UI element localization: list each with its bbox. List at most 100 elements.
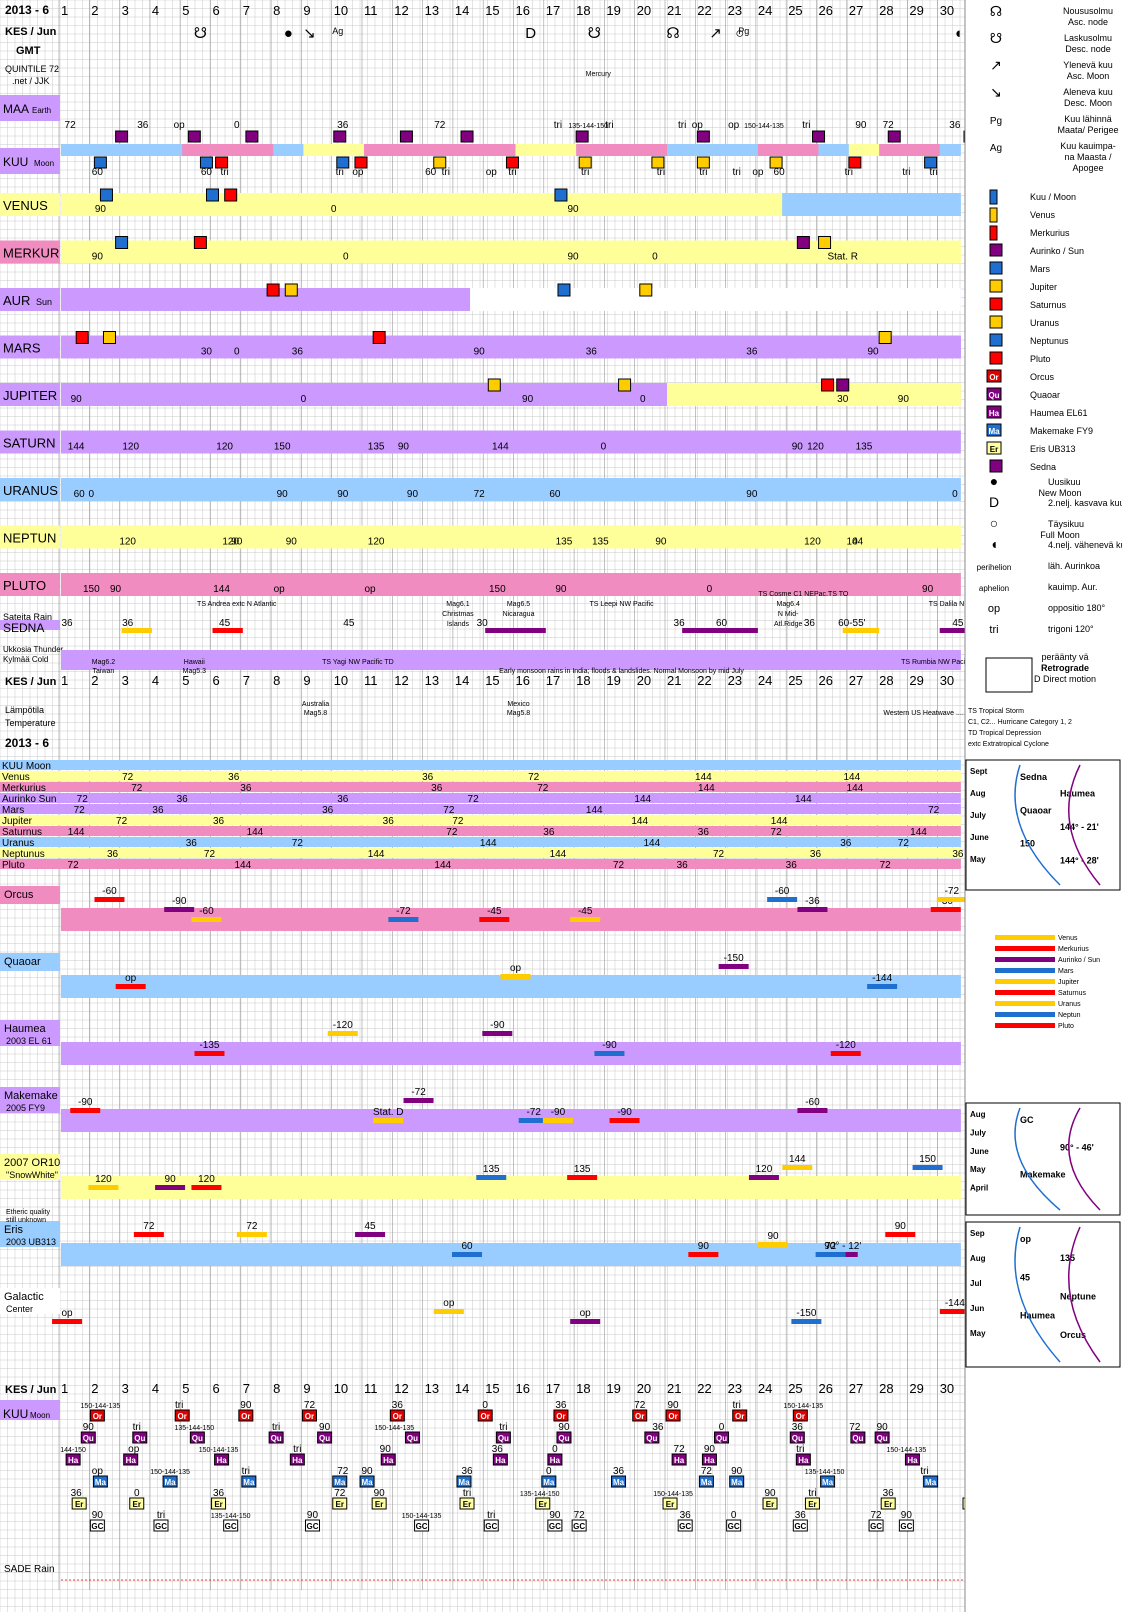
inset-sedna bbox=[965, 759, 1121, 891]
planet-aspect-label: 0 bbox=[89, 489, 95, 500]
kuu-aspect-square bbox=[848, 156, 862, 169]
planet-aspect-label: 0 bbox=[952, 489, 958, 500]
bottom-aspect: 0 bbox=[546, 1466, 552, 1477]
legend-symbol: Ag bbox=[990, 143, 1002, 154]
tno-bar bbox=[476, 1175, 507, 1180]
planet-aspect-label: 120 bbox=[368, 537, 385, 548]
planet-aspect-label: 150 bbox=[274, 442, 291, 453]
legend-text: Aleneva kuu bbox=[1063, 87, 1113, 97]
legend-badge bbox=[986, 405, 1002, 419]
legend-swatch bbox=[989, 279, 1003, 293]
tno-bar bbox=[718, 964, 749, 969]
bottom-aspect: op bbox=[92, 1466, 104, 1477]
planet-aspect-label: 144 bbox=[492, 442, 509, 453]
day-number-27: 27 bbox=[849, 3, 863, 18]
tno-bar bbox=[797, 1108, 828, 1113]
badge-text-ma: Ma bbox=[334, 1478, 346, 1487]
third-header-day-12: 12 bbox=[394, 1381, 408, 1396]
badge-text-qu: Qu bbox=[192, 1434, 203, 1443]
badge-text-ha: Ha bbox=[704, 1456, 715, 1465]
tno-bar bbox=[912, 1165, 943, 1170]
tno-aspect: 60 bbox=[461, 1241, 473, 1252]
lower-row-label: Aurinko Sun bbox=[2, 794, 56, 805]
lower-aspect: 36 bbox=[107, 849, 119, 860]
sedna-aspect: 36 bbox=[122, 618, 134, 629]
storm-legend: TD Tropical Depression bbox=[968, 730, 1041, 737]
badge-text-er: Er bbox=[766, 1500, 774, 1509]
weather-note: TS Cosme C1 NEPac.TS TO bbox=[758, 591, 849, 598]
second-header-day-2: 2 bbox=[91, 673, 98, 688]
lower-aspect: 72 bbox=[898, 838, 910, 849]
kuu-aspect-square bbox=[505, 156, 519, 169]
legend-text-2: Desc. Moon bbox=[1064, 98, 1112, 108]
bottom-aspect: tri bbox=[796, 1444, 804, 1455]
lower-aspect: 36 bbox=[422, 772, 434, 783]
kuu-band-yellow bbox=[515, 144, 577, 156]
day-number-11: 11 bbox=[364, 3, 378, 18]
sedna-aspect: 36 bbox=[804, 618, 816, 629]
day-number-22: 22 bbox=[697, 3, 711, 18]
day-number-21: 21 bbox=[667, 3, 681, 18]
planet-aspect-label: 120 bbox=[122, 442, 139, 453]
weather-note: Mag6.4 bbox=[777, 601, 800, 608]
badge-text-ma: Ma bbox=[701, 1478, 713, 1487]
bottom-aspect: 135-144-150 bbox=[805, 1469, 845, 1476]
kuu-aspect-bottom: op bbox=[752, 167, 764, 178]
weather-note: Islands bbox=[447, 621, 470, 628]
lower-aspect: 36 bbox=[952, 849, 964, 860]
legend-planet: Neptunus bbox=[1030, 336, 1069, 346]
badge-qu bbox=[556, 1431, 572, 1444]
badge-text-qu: Qu bbox=[271, 1434, 282, 1443]
badge-text-or: Or bbox=[393, 1412, 402, 1421]
badge-ma bbox=[611, 1475, 627, 1488]
legend-text: Kuu lähinnä bbox=[1064, 114, 1112, 124]
badge-ma bbox=[698, 1475, 714, 1488]
day-number-8: 8 bbox=[273, 3, 280, 18]
badge-gc bbox=[414, 1519, 430, 1532]
lower-row-label: Mars bbox=[2, 805, 24, 816]
kuu-aspect-bottom: op bbox=[352, 167, 364, 178]
bottom-aspect: 90 bbox=[374, 1488, 386, 1499]
second-header-day-1: 1 bbox=[61, 673, 68, 688]
kuu-aspect-top: tri bbox=[605, 120, 613, 131]
inset-month: Jul bbox=[970, 1279, 982, 1288]
badge-text-qu: Qu bbox=[498, 1434, 509, 1443]
badge-text-ma: Ma bbox=[243, 1478, 255, 1487]
badge-text-er: Er bbox=[133, 1500, 141, 1509]
legend-badge-text: Ma bbox=[988, 427, 1000, 436]
badge-text-or: Or bbox=[556, 1412, 565, 1421]
planet-label-bg bbox=[0, 525, 60, 549]
tno-bar bbox=[191, 1185, 222, 1190]
lower-aspect: 144 bbox=[644, 838, 661, 849]
badge-text-or: Or bbox=[93, 1412, 102, 1421]
planet-aspect-label: 90 bbox=[286, 537, 298, 548]
bottom-aspect: 72 bbox=[701, 1466, 713, 1477]
tno-aspect: op bbox=[580, 1308, 592, 1319]
third-header-day-18: 18 bbox=[576, 1381, 590, 1396]
day-number-25: 25 bbox=[788, 3, 802, 18]
badge-text-er: Er bbox=[375, 1500, 383, 1509]
badge-ma bbox=[456, 1475, 472, 1488]
aspect-marker bbox=[821, 378, 835, 392]
inset-label: 144° - 21' bbox=[1060, 822, 1099, 832]
third-header-day-7: 7 bbox=[243, 1381, 250, 1396]
planet-band-pluto bbox=[61, 573, 961, 596]
badge-qu bbox=[404, 1431, 420, 1444]
aspect-marker bbox=[487, 378, 501, 392]
bottom-aspect: 90 bbox=[901, 1510, 913, 1521]
moon-event-symbol: ↘ bbox=[303, 25, 316, 42]
legend-badge-text: Ha bbox=[989, 409, 1000, 418]
badge-ma bbox=[820, 1475, 836, 1488]
planet-aspect-label: op bbox=[274, 584, 286, 595]
badge-gc bbox=[677, 1519, 693, 1532]
tno-aspect: -90 bbox=[78, 1097, 93, 1108]
tno-label-bg bbox=[0, 1087, 60, 1113]
weather-note: TS Rumbia NW Pacific bbox=[901, 659, 973, 666]
day-number-14: 14 bbox=[455, 3, 469, 18]
lower-aspect: 72 bbox=[928, 805, 940, 816]
inset-orcus bbox=[965, 1221, 1121, 1368]
badge-text-er: Er bbox=[75, 1500, 83, 1509]
legend-phase-symbol: D bbox=[989, 494, 999, 510]
bottom-aspect: 150-144-135 bbox=[150, 1469, 190, 1476]
tno-bar bbox=[433, 1309, 464, 1314]
